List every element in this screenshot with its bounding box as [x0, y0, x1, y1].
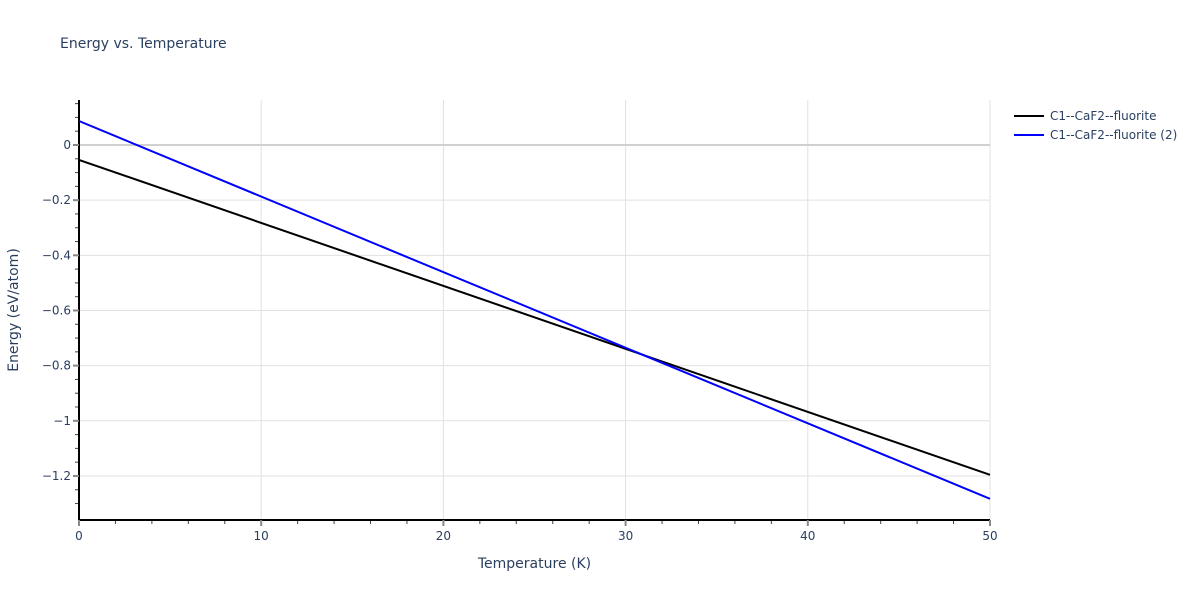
legend-swatch-blue: [1014, 133, 1044, 136]
legend-swatch-black: [1014, 114, 1044, 117]
y-tick-label: −0.4: [42, 248, 71, 262]
legend-label: C1--CaF2--fluorite (2): [1050, 127, 1178, 142]
y-tick-label: −0.8: [42, 359, 71, 373]
x-axis-title: Temperature (K): [477, 556, 591, 572]
x-tick-label: 10: [254, 529, 269, 543]
chart-title: Energy vs. Temperature: [60, 36, 227, 52]
series-line-2[interactable]: [78, 120, 991, 500]
legend: C1--CaF2--fluorite C1--CaF2--fluorite (2…: [1014, 106, 1177, 144]
y-tick-label: −0.2: [42, 193, 71, 207]
x-tick-label: 40: [800, 529, 815, 543]
y-tick-label: −0.6: [42, 303, 71, 317]
x-tick-label: 30: [618, 529, 633, 543]
y-tick-label: −1.2: [42, 469, 71, 483]
x-tick-label: 0: [75, 529, 83, 543]
y-tick-label: −1: [53, 414, 71, 428]
legend-item-series-2[interactable]: C1--CaF2--fluorite (2): [1014, 125, 1177, 144]
series-line-1[interactable]: [78, 158, 991, 476]
legend-label: C1--CaF2--fluorite: [1050, 108, 1157, 123]
x-tick-label: 20: [436, 529, 451, 543]
x-tick-label: 50: [982, 529, 997, 543]
legend-item-series-1[interactable]: C1--CaF2--fluorite: [1014, 106, 1177, 125]
y-axis-title: Energy (eV/atom): [6, 248, 22, 372]
y-tick-label: 0: [63, 138, 71, 152]
